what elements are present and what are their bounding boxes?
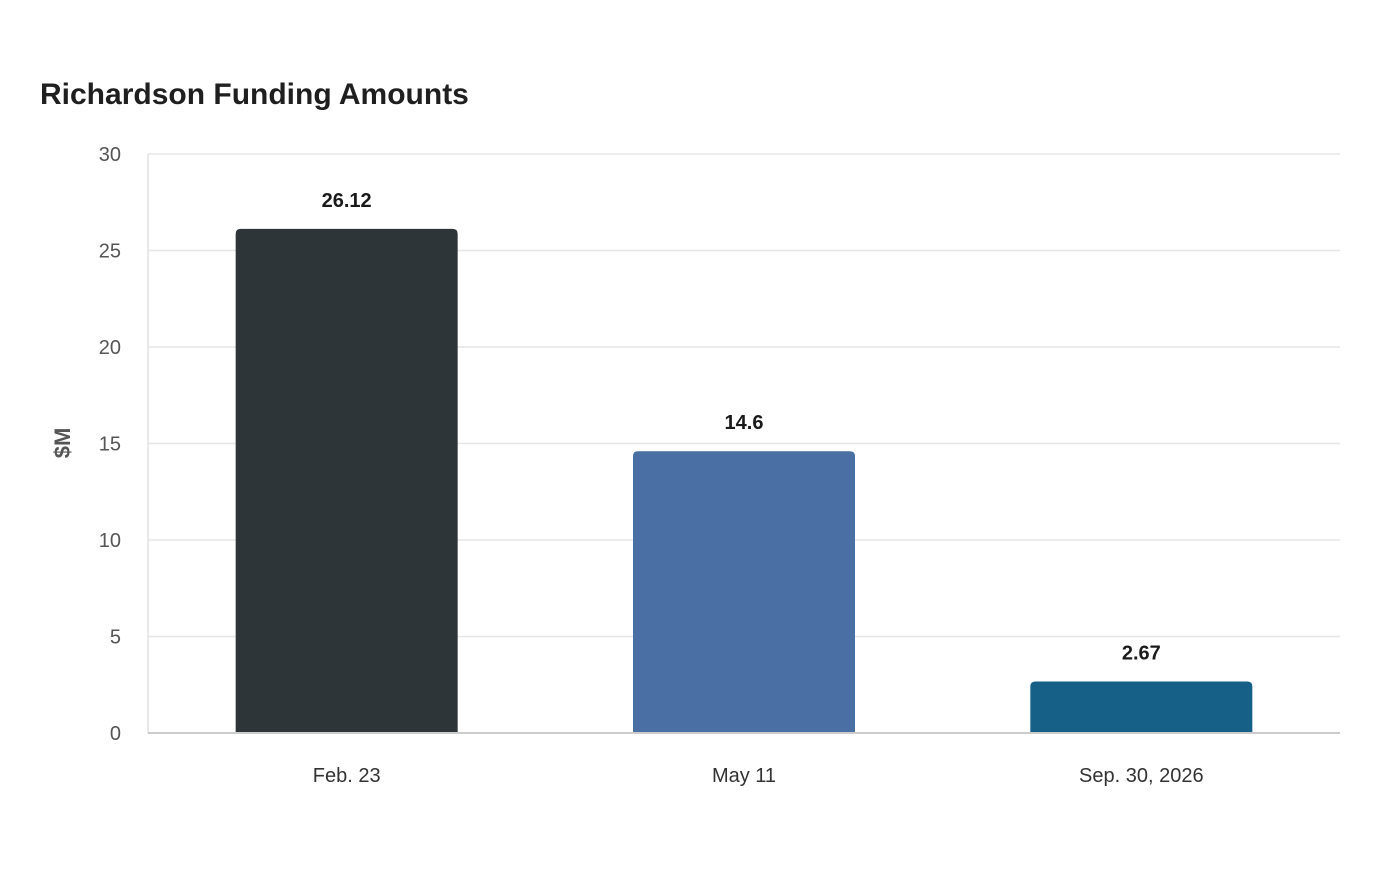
bar-2 xyxy=(633,451,855,733)
y-axis-title: $M xyxy=(50,428,75,459)
y-tick-labels: 0 5 10 15 20 25 30 xyxy=(99,144,121,745)
x-tick-label: Feb. 23 xyxy=(313,765,381,787)
x-tick-label: Sep. 30, 2026 xyxy=(1079,765,1204,787)
bar-3 xyxy=(1030,681,1253,733)
y-tick-label: 25 xyxy=(99,241,121,263)
bar-value-label: 2.67 xyxy=(1122,642,1161,664)
chart-title: Richardson Funding Amounts xyxy=(40,78,469,111)
value-labels: 26.12 14.6 2.67 xyxy=(322,190,1161,665)
x-tick-label: May 11 xyxy=(712,765,776,787)
y-tick-label: 15 xyxy=(99,434,121,456)
bar-value-label: 14.6 xyxy=(725,412,764,434)
bars xyxy=(148,228,1340,734)
y-tick-label: 20 xyxy=(99,337,121,359)
y-tick-label: 30 xyxy=(99,144,121,166)
y-tick-label: 0 xyxy=(110,723,121,745)
y-tick-label: 5 xyxy=(110,627,121,649)
bar-1 xyxy=(235,228,458,733)
y-tick-label: 10 xyxy=(99,530,121,552)
category-labels: Feb. 23 May 11 Sep. 30, 2026 xyxy=(313,765,1204,787)
bar-value-label: 26.12 xyxy=(322,190,372,212)
